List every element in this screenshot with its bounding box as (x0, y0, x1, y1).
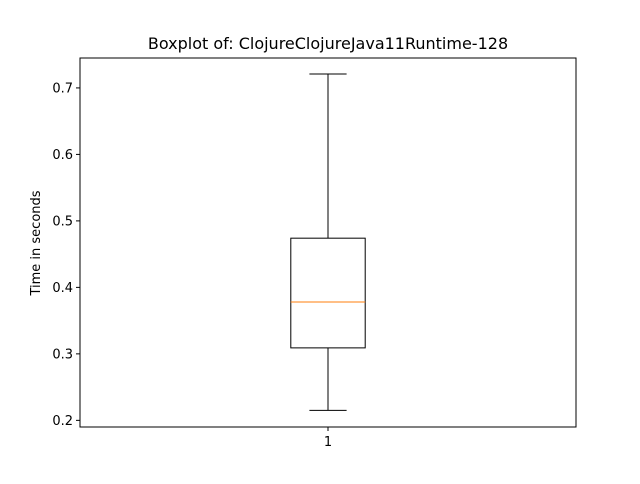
plot-area: 0.2 0.3 0.4 0.5 0.6 0.7 1 (52, 73, 366, 450)
y-axis-label: Time in seconds (29, 190, 44, 296)
x-tick-label: 1 (324, 435, 332, 450)
y-tick-label: 0.4 (52, 281, 73, 296)
y-tick-label: 0.2 (52, 414, 73, 429)
axes-frame (79, 57, 577, 428)
y-tick-label: 0.6 (52, 148, 73, 163)
chart-title: Boxplot of: ClojureClojureJava11Runtime-… (148, 34, 508, 53)
y-tick-label: 0.7 (52, 81, 73, 96)
box-iqr (290, 237, 366, 349)
y-tick-label: 0.3 (52, 347, 73, 362)
y-tick-label: 0.5 (52, 214, 73, 229)
